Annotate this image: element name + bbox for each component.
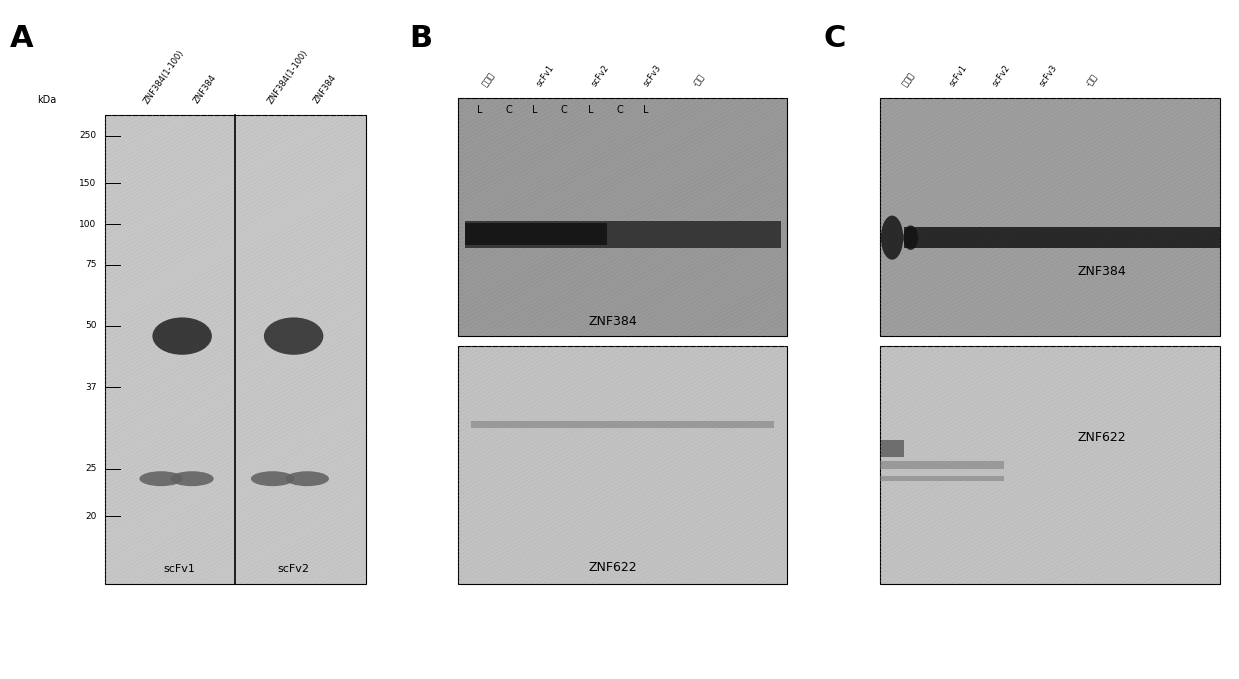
Text: scFv3: scFv3 <box>642 63 663 88</box>
Text: kDa: kDa <box>37 95 57 105</box>
Text: C: C <box>560 105 567 115</box>
Bar <box>880 476 1004 481</box>
Bar <box>881 440 904 456</box>
Ellipse shape <box>881 216 903 259</box>
Text: ZNF622: ZNF622 <box>1078 431 1126 445</box>
Text: ZNF384: ZNF384 <box>589 315 638 328</box>
Text: C: C <box>616 105 623 115</box>
Text: C: C <box>506 105 513 115</box>
Ellipse shape <box>264 318 323 355</box>
Bar <box>458 98 787 336</box>
Text: L: L <box>643 105 648 115</box>
Text: A: A <box>10 24 33 53</box>
Text: scFv2: scFv2 <box>278 564 310 574</box>
Text: scFv3: scFv3 <box>1038 63 1059 88</box>
Text: B: B <box>409 24 432 53</box>
Text: ZNF384: ZNF384 <box>192 73 218 105</box>
Bar <box>105 115 366 584</box>
Text: -对照: -对照 <box>1084 73 1099 88</box>
Text: scFv1: scFv1 <box>164 564 196 574</box>
Text: ZNF384(1-100): ZNF384(1-100) <box>266 48 310 105</box>
Text: ZNF622: ZNF622 <box>589 561 638 574</box>
Text: 25: 25 <box>85 464 97 473</box>
Bar <box>880 461 1004 469</box>
Text: L: L <box>477 105 482 115</box>
Bar <box>465 223 607 245</box>
Text: 输入人: 输入人 <box>481 71 497 88</box>
Text: -对照: -对照 <box>691 73 706 88</box>
Text: 37: 37 <box>85 382 97 392</box>
Ellipse shape <box>903 225 918 250</box>
Text: 100: 100 <box>79 219 97 229</box>
Bar <box>880 346 1220 584</box>
Text: 20: 20 <box>85 511 97 521</box>
Ellipse shape <box>250 471 295 486</box>
Text: 75: 75 <box>85 260 97 270</box>
Text: L: L <box>533 105 538 115</box>
Bar <box>880 98 1220 336</box>
Text: scFv2: scFv2 <box>590 63 611 88</box>
Text: L: L <box>589 105 593 115</box>
Bar <box>458 346 787 584</box>
Text: scFv2: scFv2 <box>991 63 1012 88</box>
Ellipse shape <box>170 471 213 486</box>
Bar <box>471 421 774 428</box>
Text: ZNF384: ZNF384 <box>1078 265 1126 278</box>
Text: 输入人: 输入人 <box>901 71 917 88</box>
Text: 250: 250 <box>79 131 97 141</box>
Bar <box>465 221 781 248</box>
Ellipse shape <box>152 318 212 355</box>
Bar <box>904 227 1220 248</box>
Text: ZNF384(1-100): ZNF384(1-100) <box>142 48 186 105</box>
Text: C: C <box>824 24 846 53</box>
Text: ZNF384: ZNF384 <box>312 73 338 105</box>
Ellipse shape <box>285 471 330 486</box>
Text: 50: 50 <box>85 321 97 331</box>
Text: scFv1: scFv1 <box>535 63 556 88</box>
Ellipse shape <box>139 471 183 486</box>
Text: 150: 150 <box>79 179 97 188</box>
Text: scFv1: scFv1 <box>948 63 969 88</box>
